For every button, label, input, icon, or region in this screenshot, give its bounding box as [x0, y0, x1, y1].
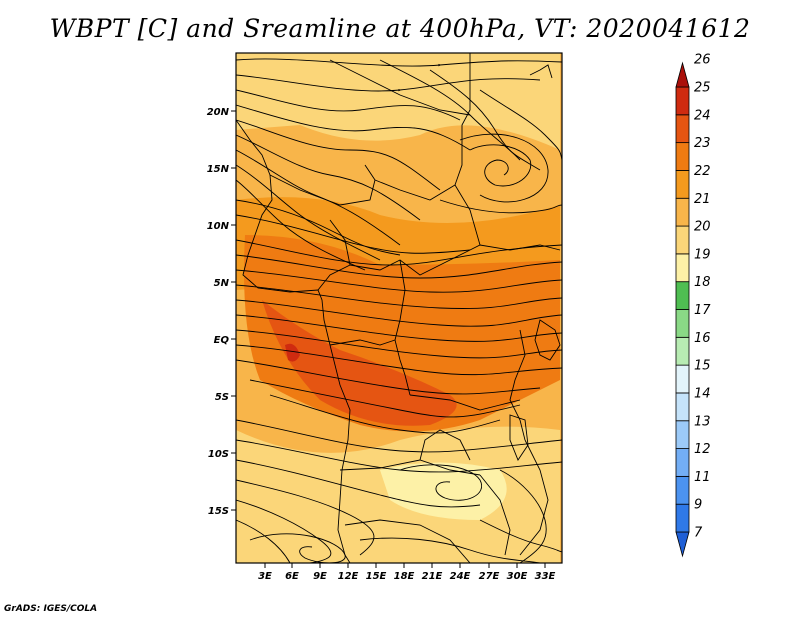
axis-ticks	[231, 110, 546, 568]
country-borders	[236, 53, 561, 563]
colorbar-swatch	[675, 114, 690, 144]
lat-label-5n: 5N	[214, 278, 230, 289]
colorbar-swatch	[675, 336, 690, 366]
colorbar-arrow-low	[675, 531, 690, 558]
lon-label-18e: 18E	[394, 571, 415, 582]
map-plot-area	[236, 53, 562, 563]
colorbar-swatch	[675, 392, 690, 422]
colorbar-label: 23	[694, 136, 711, 151]
temperature-field-19	[236, 53, 560, 150]
lon-label-27e: 27E	[479, 571, 500, 582]
streamlines	[236, 58, 562, 563]
grads-credit: GrADS: IGES/COLA	[4, 604, 98, 614]
lon-label-12e: 12E	[338, 571, 359, 582]
lon-label-9e: 9E	[313, 571, 327, 582]
colorbar-label: 7	[694, 526, 703, 541]
lon-label-24e: 24E	[450, 571, 471, 582]
colorbar-label: 11	[694, 470, 711, 485]
longitude-labels: 3E 6E 9E 12E 15E 18E 21E 24E 27E 30E 33E	[258, 571, 555, 582]
colorbar-swatch	[675, 86, 690, 116]
colorbar-swatch	[675, 225, 690, 255]
colorbar-label: 26	[694, 53, 711, 68]
colorbar-arrow-high	[675, 61, 690, 88]
lat-label-20n: 20N	[207, 107, 230, 118]
lat-label-eq: EQ	[214, 335, 230, 346]
map-title: WBPT [C] and Sreamline at 400hPa, VT: 20…	[49, 14, 751, 43]
lon-label-15e: 15E	[366, 571, 387, 582]
colorbar-label: 12	[694, 442, 711, 457]
lon-label-6e: 6E	[285, 571, 299, 582]
lat-label-15s: 15S	[208, 506, 229, 517]
plot-frame	[235, 52, 563, 564]
colorbar-label: 24	[694, 108, 711, 123]
colorbar-label: 19	[694, 247, 711, 262]
latitude-labels: 20N 15N 10N 5N EQ 5S 10S 15S	[207, 107, 230, 517]
colorbar-label: 9	[694, 498, 702, 513]
colorbar-swatch	[675, 503, 690, 533]
colorbar-label: 13	[694, 414, 711, 429]
colorbar-label: 14	[694, 386, 711, 401]
colorbar: 7 9 11 12 13 14 15 16 17 18 19 20 21 22 23 24 25 26	[675, 53, 711, 558]
lon-label-30e: 30E	[507, 571, 528, 582]
temperature-field-24	[285, 343, 300, 362]
colorbar-swatch	[675, 309, 690, 338]
colorbar-swatch	[675, 253, 690, 283]
colorbar-swatch	[675, 281, 690, 310]
colorbar-label: 21	[694, 192, 711, 207]
colorbar-swatch	[675, 170, 690, 199]
colorbar-swatch	[675, 420, 690, 449]
lon-label-3e: 3E	[258, 571, 272, 582]
colorbar-swatch	[675, 197, 690, 227]
lon-label-21e: 21E	[422, 571, 443, 582]
colorbar-label: 20	[694, 220, 711, 235]
lat-label-10n: 10N	[207, 221, 230, 232]
colorbar-swatch	[675, 448, 690, 477]
colorbar-swatch	[675, 475, 690, 505]
colorbar-label: 25	[694, 81, 711, 96]
colorbar-label: 22	[694, 164, 711, 179]
lat-label-5s: 5S	[215, 392, 229, 403]
lat-label-15n: 15N	[207, 164, 230, 175]
colorbar-label: 16	[694, 331, 711, 346]
colorbar-label: 17	[694, 303, 711, 318]
colorbar-label: 18	[694, 275, 711, 290]
temperature-field-23	[262, 300, 457, 426]
lat-label-10s: 10S	[208, 449, 229, 460]
colorbar-swatch	[675, 364, 690, 394]
colorbar-label: 15	[694, 359, 711, 374]
colorbar-swatch	[675, 142, 690, 171]
lon-label-33e: 33E	[535, 571, 556, 582]
